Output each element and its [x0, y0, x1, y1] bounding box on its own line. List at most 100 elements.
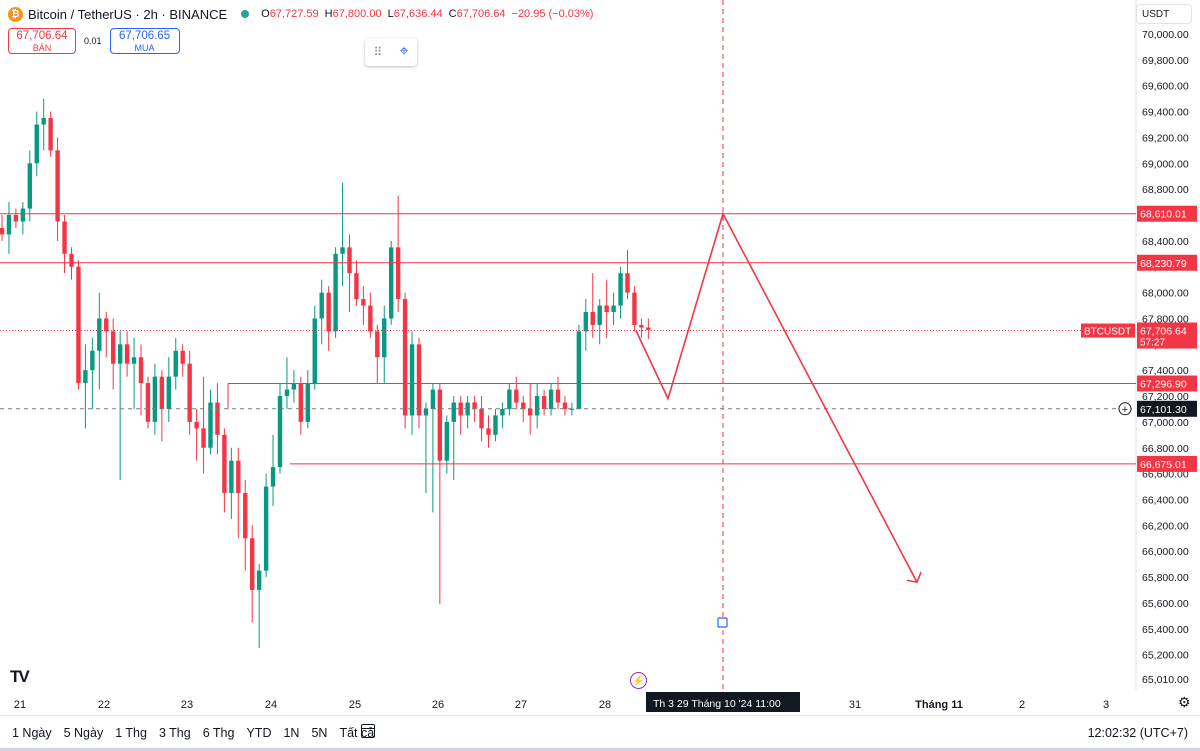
ohlc-change: −20.95 (−0.03%) — [511, 8, 594, 20]
candle-body — [90, 350, 95, 371]
lightning-icon[interactable]: ⚡ — [630, 672, 647, 689]
add-alert-icon[interactable] — [1118, 402, 1132, 416]
candle-body — [625, 273, 630, 293]
sell-price: 67,706.64 — [16, 30, 68, 42]
candle-body — [131, 357, 137, 364]
candle-body — [83, 370, 88, 384]
range-1m[interactable]: 1 Thg — [115, 726, 147, 740]
y-tick-label: 66,800.00 — [1142, 443, 1189, 455]
spread-value: 0.01 — [84, 36, 102, 46]
projection-path[interactable] — [635, 211, 918, 583]
candle-body — [618, 273, 623, 306]
candle-body — [389, 247, 394, 319]
drawing-handle[interactable] — [717, 617, 728, 628]
candle-body — [402, 299, 408, 416]
x-tick-label: 22 — [98, 699, 110, 711]
y-tick-label: 66,400.00 — [1142, 494, 1189, 506]
current-price-label: 67,706.64 — [1140, 326, 1187, 338]
candle-body — [159, 376, 165, 409]
level-label: 67,296.90 — [1140, 379, 1187, 391]
candle-body — [528, 408, 533, 416]
ohlc-close: C67,706.64 — [448, 8, 506, 20]
y-tick-label: 69,200.00 — [1142, 132, 1189, 144]
range-1y[interactable]: 1N — [283, 726, 300, 740]
price-chart[interactable]: 70,000.00 69,800.00 69,600.00 69,400.00 69,2… — [0, 0, 1200, 715]
range-3m[interactable]: 3 Thg — [158, 726, 191, 740]
x-tick-label: 26 — [432, 699, 444, 711]
y-tick-label: 69,400.00 — [1142, 107, 1189, 119]
candle-body — [472, 402, 477, 409]
candle-body — [180, 350, 185, 364]
range-5d[interactable]: 5 Ngày — [63, 726, 104, 740]
calendar-goto-icon[interactable] — [361, 724, 375, 738]
floating-toolbar[interactable]: ⠿ ⌖ — [365, 38, 417, 66]
y-tick-label: 68,000.00 — [1142, 288, 1189, 300]
gear-icon[interactable]: ⚙ — [1178, 694, 1191, 710]
level-tag — [1137, 455, 1197, 472]
y-tick-label: 68,400.00 — [1142, 236, 1189, 248]
x-tick-label: 25 — [349, 699, 361, 711]
candle-body — [222, 434, 227, 494]
candle-body — [507, 389, 512, 409]
tradingview-logo[interactable]: TV — [10, 667, 30, 686]
candle-body — [326, 292, 331, 332]
buy-price: 67,706.65 — [118, 30, 171, 42]
range-all[interactable]: Tất cả — [339, 726, 375, 740]
y-tick-label: 67,800.00 — [1142, 313, 1189, 325]
candle-body — [6, 215, 12, 235]
chart-header: ₿ Bitcoin / TetherUS · 2h · BINANCE O67,… — [8, 6, 599, 22]
candle-body — [479, 408, 484, 429]
candle-body — [395, 247, 401, 300]
candle-body — [55, 150, 60, 222]
ohlc-open: O67,727.59 — [261, 8, 319, 20]
candle-body — [583, 311, 588, 332]
candle-body — [458, 402, 463, 416]
bottom-toolbar: 1 Ngày 5 Ngày 1 Thg 3 Thg 6 Thg YTD 1N 5… — [0, 715, 1200, 750]
currency-button[interactable]: USDT — [1136, 4, 1192, 24]
candle-body — [173, 350, 178, 377]
drag-handle-icon[interactable]: ⠿ — [373, 45, 383, 59]
range-1d[interactable]: 1 Ngày — [12, 726, 52, 740]
y-tick-label: 65,400.00 — [1142, 624, 1189, 636]
crosshair-date-tag — [646, 692, 800, 712]
candle-body — [569, 408, 575, 410]
candle-body — [0, 227, 5, 235]
symbol-title[interactable]: Bitcoin / TetherUS · 2h · BINANCE — [28, 6, 228, 22]
candle-body — [382, 318, 387, 358]
clock-timezone[interactable]: 12:02:32 (UTC+7) — [1087, 726, 1188, 740]
candle-body — [117, 344, 123, 364]
candle-body — [340, 247, 345, 254]
candle-body — [305, 383, 310, 422]
candle-body — [111, 331, 116, 364]
candle-body — [194, 421, 199, 429]
candle-body — [646, 327, 651, 331]
y-tick-label: 65,200.00 — [1142, 650, 1189, 662]
candle-body — [486, 428, 491, 435]
crosshair-price-tag — [1137, 400, 1197, 417]
market-open-icon — [241, 10, 250, 18]
candle-body — [229, 460, 234, 494]
sell-button[interactable]: 67,706.64 BÁN — [8, 28, 76, 54]
range-ytd[interactable]: YTD — [246, 726, 272, 740]
x-tick-label: 24 — [265, 699, 277, 711]
x-tick-label: Tháng 11 — [915, 699, 963, 711]
buy-button[interactable]: 67,706.65 MUA — [109, 28, 180, 54]
candle-body — [493, 415, 498, 435]
x-tick-label: 27 — [515, 699, 527, 711]
candle-body — [333, 253, 338, 332]
range-5y[interactable]: 5N — [311, 726, 328, 740]
y-tick-label: 69,000.00 — [1142, 158, 1189, 170]
candle-body — [69, 253, 74, 267]
candle-body — [250, 538, 255, 590]
candle-body — [20, 208, 26, 222]
candle-body — [97, 318, 102, 351]
range-6m[interactable]: 6 Thg — [202, 726, 235, 740]
candle-body — [597, 305, 602, 325]
y-tick-label: 67,200.00 — [1142, 391, 1189, 403]
crosshair-icon[interactable]: ⌖ — [399, 43, 409, 60]
y-tick-label: 67,000.00 — [1142, 417, 1189, 429]
candle-body — [611, 305, 616, 312]
candle-body — [423, 408, 429, 416]
candle-body — [604, 305, 609, 312]
level-tag — [1137, 254, 1197, 271]
